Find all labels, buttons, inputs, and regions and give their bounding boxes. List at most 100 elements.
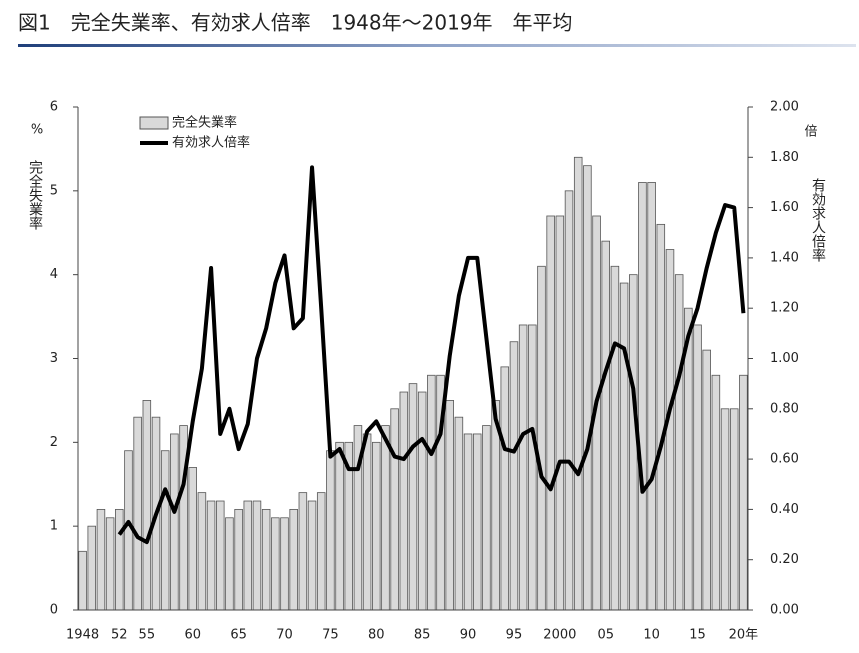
y-tick-label: 0 — [50, 603, 58, 618]
bar — [78, 550, 87, 611]
y-tick-label: 1 — [50, 519, 58, 534]
bar — [197, 492, 207, 611]
y2-tick-label: 0.20 — [770, 552, 799, 567]
x-tick-label: 85 — [414, 628, 431, 643]
bar — [693, 324, 702, 611]
bar — [702, 349, 711, 611]
bar — [472, 433, 482, 611]
x-tick-label: 55 — [139, 628, 156, 643]
bar — [408, 383, 418, 611]
bar — [739, 374, 748, 611]
x-tick-label: 1948 — [66, 628, 99, 643]
bar — [289, 508, 298, 611]
y2-axis-label: 有効求人倍率 — [810, 178, 826, 262]
bar — [573, 156, 583, 611]
bar — [656, 223, 666, 611]
bar — [583, 165, 592, 611]
bar — [601, 240, 610, 611]
bar — [564, 190, 574, 611]
bar — [307, 500, 317, 611]
bar — [509, 341, 519, 611]
bar — [518, 324, 528, 611]
bar — [674, 274, 684, 611]
y2-tick-label: 1.80 — [770, 150, 799, 165]
y2-tick-label: 0.00 — [770, 603, 799, 618]
y-unit: % — [31, 123, 43, 138]
bar — [124, 450, 133, 611]
bar — [390, 408, 399, 611]
y-tick-label: 3 — [50, 351, 58, 366]
bar — [610, 265, 620, 611]
y-tick-label: 5 — [50, 183, 58, 198]
bar — [170, 433, 179, 611]
bar — [115, 508, 124, 611]
bar — [225, 517, 234, 611]
y2-tick-label: 1.40 — [770, 250, 799, 265]
bar — [555, 215, 565, 611]
y-axis-label: 完全失業率 — [27, 160, 43, 230]
bar — [188, 467, 197, 611]
line — [117, 165, 746, 545]
bar — [271, 517, 280, 611]
bar — [720, 408, 730, 611]
x-tick-label: 90 — [460, 628, 477, 643]
bar — [326, 450, 335, 611]
bar — [463, 433, 473, 611]
bar — [417, 391, 427, 611]
bar — [252, 500, 262, 611]
x-tick-label: 60 — [184, 628, 201, 643]
bar — [665, 249, 675, 611]
x-tick-label: 20年 — [729, 628, 759, 643]
bar — [96, 508, 106, 611]
bar — [546, 215, 555, 611]
bar — [482, 425, 491, 611]
x-tick-label: 05 — [597, 628, 614, 643]
bar — [537, 265, 546, 611]
y2-unit: 倍 — [804, 125, 817, 140]
bar — [316, 492, 326, 611]
legend-label: 完全失業率 — [172, 115, 237, 131]
bar — [629, 274, 638, 611]
chart-title: 図1 完全失業率、有効求人倍率 1948年～2019年 年平均 — [18, 11, 573, 35]
x-tick-label: 65 — [230, 628, 247, 643]
bar — [647, 182, 656, 611]
bar — [280, 517, 289, 611]
x-tick-label: 2000 — [543, 628, 576, 643]
x-tick-label: 95 — [506, 628, 523, 643]
x-tick-label: 70 — [276, 628, 293, 643]
legend-swatch — [139, 116, 169, 130]
x-tick-label: 52 — [111, 628, 128, 643]
bar — [335, 441, 344, 611]
x-tick-label: 15 — [689, 628, 706, 643]
bar — [234, 508, 243, 611]
bar — [87, 525, 97, 611]
x-tick-label: 10 — [643, 628, 660, 643]
bar — [133, 416, 142, 611]
y2-tick-label: 0.60 — [770, 452, 799, 467]
bar — [216, 500, 225, 611]
bar — [381, 425, 390, 611]
bar — [142, 400, 152, 611]
bar — [500, 366, 510, 611]
y2-tick-label: 1.60 — [770, 200, 799, 215]
y2-tick-label: 0.40 — [770, 502, 799, 517]
y-tick-label: 2 — [50, 435, 58, 450]
y2-tick-label: 2.00 — [770, 100, 799, 115]
bar — [711, 374, 721, 611]
bar — [206, 500, 216, 611]
bar — [729, 408, 739, 611]
bar — [399, 391, 409, 611]
title-underline — [18, 44, 856, 47]
bar — [298, 492, 308, 611]
y-tick-label: 6 — [50, 100, 58, 115]
x-tick-label: 75 — [322, 628, 339, 643]
bar — [105, 517, 115, 611]
bar — [454, 416, 464, 611]
bar — [528, 324, 537, 611]
bar — [362, 433, 372, 611]
bar — [619, 282, 629, 611]
bar — [445, 400, 454, 611]
legend-label: 有効求人倍率 — [172, 135, 250, 151]
y2-tick-label: 1.00 — [770, 351, 799, 366]
